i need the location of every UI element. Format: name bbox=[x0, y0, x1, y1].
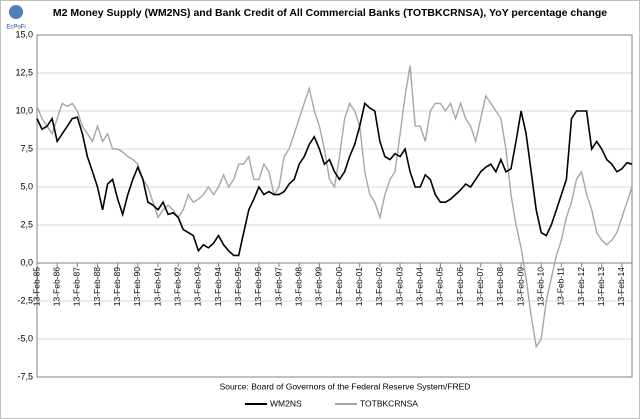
x-tick-label: 13-Feb-10 bbox=[535, 267, 545, 306]
logo-icon bbox=[9, 5, 23, 19]
legend-label: TOTBKCRNSA bbox=[360, 398, 418, 408]
y-tick-label: 0,0 bbox=[20, 257, 33, 267]
chart-title: M2 Money Supply (WM2NS) and Bank Credit … bbox=[53, 7, 607, 19]
y-tick-label: 10,0 bbox=[15, 105, 33, 115]
x-tick-label: 13-Feb-92 bbox=[172, 267, 182, 306]
y-tick-label: 15,0 bbox=[15, 29, 33, 39]
y-tick-label: 7,5 bbox=[20, 143, 33, 153]
x-tick-label: 13-Feb-94 bbox=[213, 267, 223, 306]
x-tick-label: 13-Feb-97 bbox=[273, 267, 283, 306]
x-tick-label: 13-Feb-14 bbox=[616, 267, 626, 306]
x-tick-label: 13-Feb-06 bbox=[455, 267, 465, 306]
series-line bbox=[36, 65, 633, 349]
x-tick-label: 13-Feb-12 bbox=[576, 267, 586, 306]
x-tick-label: 13-Feb-96 bbox=[253, 267, 263, 306]
x-tick-label: 13-Feb-05 bbox=[435, 267, 445, 306]
x-tick-label: 13-Feb-04 bbox=[414, 267, 424, 306]
source-note: Source: Board of Governors of the Federa… bbox=[220, 381, 471, 391]
x-tick-label: 13-Feb-07 bbox=[475, 267, 485, 306]
legend-label: WM2NS bbox=[270, 398, 302, 408]
y-tick-label: 12,5 bbox=[15, 67, 33, 77]
x-tick-label: 13-Feb-11 bbox=[556, 267, 566, 306]
x-tick-label: 13-Feb-90 bbox=[132, 267, 142, 306]
logo: EcPoFi bbox=[6, 25, 25, 31]
y-tick-label: 2,5 bbox=[20, 219, 33, 229]
x-tick-label: 13-Feb-85 bbox=[31, 267, 41, 306]
x-tick-label: 13-Feb-01 bbox=[354, 267, 364, 306]
axis-frame bbox=[36, 34, 633, 378]
x-tick-label: 13-Feb-03 bbox=[394, 267, 404, 306]
x-tick-label: 13-Feb-86 bbox=[51, 267, 61, 306]
series-line bbox=[36, 101, 633, 257]
x-tick-label: 13-Feb-98 bbox=[293, 267, 303, 306]
y-tick-label: -7,5 bbox=[17, 371, 33, 381]
x-tick-label: 13-Feb-95 bbox=[233, 267, 243, 306]
x-tick-label: 13-Feb-09 bbox=[515, 267, 525, 306]
x-tick-label: 13-Feb-93 bbox=[193, 267, 203, 306]
x-tick-label: 13-Feb-99 bbox=[314, 267, 324, 306]
x-tick-label: 13-Feb-91 bbox=[152, 267, 162, 306]
x-tick-label: 13-Feb-87 bbox=[72, 267, 82, 306]
x-tick-label: 13-Feb-13 bbox=[596, 267, 606, 306]
y-tick-label: -2,5 bbox=[17, 295, 33, 305]
x-tick-label: 13-Feb-02 bbox=[374, 267, 384, 306]
x-tick-label: 13-Feb-89 bbox=[112, 267, 122, 306]
x-tick-label: 13-Feb-08 bbox=[495, 267, 505, 306]
y-tick-label: 5,0 bbox=[20, 181, 33, 191]
x-tick-label: 13-Feb-00 bbox=[334, 267, 344, 306]
x-tick-label: 13-Feb-88 bbox=[92, 267, 102, 306]
y-tick-label: -5,0 bbox=[17, 333, 33, 343]
